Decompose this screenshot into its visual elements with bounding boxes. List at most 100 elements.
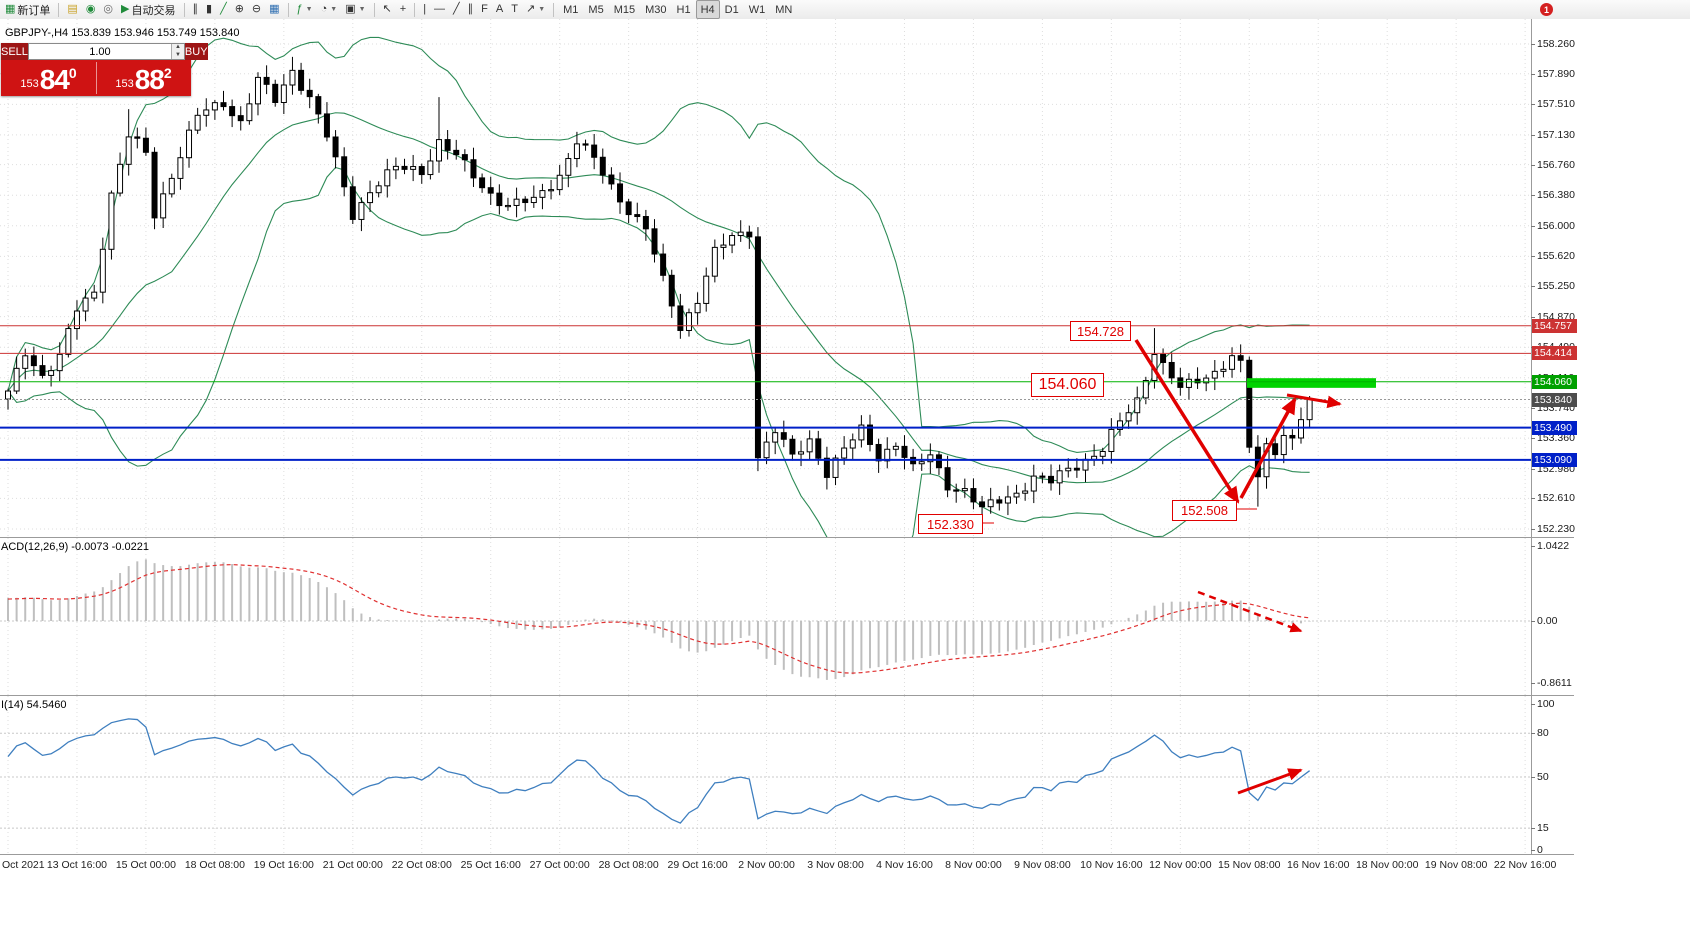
candlestick-chart-icon: ▮ bbox=[206, 3, 213, 15]
indicators-icon[interactable]: ƒ ▼ bbox=[293, 0, 317, 19]
new-order-button[interactable]: ▦ 新订单 bbox=[1, 0, 54, 19]
zoom-in-icon[interactable]: ⊕ bbox=[231, 0, 248, 19]
sell-price-figure: 153 bbox=[20, 78, 39, 90]
cursor-icon[interactable]: ↖ bbox=[379, 0, 396, 19]
price-axis-line[interactable] bbox=[1531, 19, 1532, 855]
bar-chart-icon: ∥ bbox=[192, 3, 199, 15]
market-watch-icon[interactable]: ◉ bbox=[82, 0, 100, 19]
time-axis-label: 29 Oct 16:00 bbox=[667, 859, 728, 871]
text-icon[interactable]: A bbox=[492, 0, 507, 19]
line-chart-icon[interactable]: ╱ bbox=[216, 0, 231, 19]
equidistant-channel-icon[interactable]: ∥ bbox=[464, 0, 478, 19]
volume-spinner: ▲ ▼ bbox=[170, 44, 184, 59]
price-level-badge: 154.414 bbox=[1532, 346, 1577, 361]
arrows-icon[interactable]: ↗ ▼ bbox=[522, 0, 549, 19]
rsi-panel[interactable] bbox=[0, 696, 1531, 854]
auto-trading-button[interactable]: ▶ 自动交易 bbox=[117, 0, 179, 19]
text-label-icon[interactable]: T bbox=[507, 0, 522, 19]
time-axis-label: 12 Nov 00:00 bbox=[1149, 859, 1212, 871]
timeframe-m1-button[interactable]: M1 bbox=[563, 3, 579, 16]
timeframe-h1-button[interactable]: H1 bbox=[676, 3, 691, 16]
chart-area[interactable]: GBPJPY-,H4 153.839 153.946 153.749 153.8… bbox=[0, 19, 1690, 941]
tile-windows-icon: ▦ bbox=[269, 3, 280, 15]
toolbar-separator bbox=[373, 2, 375, 17]
price-tick-label: 152.230 bbox=[1537, 523, 1575, 535]
market-watch-icon: ◉ bbox=[85, 3, 96, 15]
rsi-tick-label: 15 bbox=[1537, 822, 1549, 835]
timeframe-d1-button[interactable]: D1 bbox=[724, 3, 739, 16]
time-axis-label: 9 Nov 08:00 bbox=[1014, 859, 1071, 871]
timeframe-m5-button[interactable]: M5 bbox=[588, 3, 604, 16]
buy-price-figure: 153 bbox=[115, 78, 134, 90]
time-axis[interactable]: Oct 2021 13 Oct 16:00 15 Oct 00:00 18 Oct 0… bbox=[0, 855, 1574, 875]
price-row: 153 84 0 153 88 2 bbox=[1, 60, 191, 96]
highlight-zone[interactable] bbox=[1247, 378, 1376, 388]
volume-down-icon[interactable]: ▼ bbox=[174, 51, 181, 58]
macd-tick-label: 1.0422 bbox=[1537, 540, 1570, 552]
timeframe-m30-button[interactable]: M30 bbox=[645, 3, 667, 16]
volume-up-icon[interactable]: ▲ bbox=[174, 44, 181, 50]
toolbar: ▦ 新订单 ▤ ◉ ◎ ▶ 自动交易 ∥ ▮ ╱ ⊕ ⊖ ▦ ƒ ▼ ◔ ▼ ▣ ▼ ↖ + | — ╱ ∥ F A T ↗ ▼ M1 M5 M… bbox=[0, 0, 1690, 20]
buy-price[interactable]: 153 88 2 bbox=[96, 60, 191, 96]
macd-tick bbox=[1531, 546, 1535, 547]
main-chart[interactable] bbox=[0, 19, 1531, 537]
volume-field: ▲ ▼ bbox=[27, 43, 185, 60]
crosshair-icon[interactable]: + bbox=[396, 0, 410, 19]
time-axis-label: Oct 2021 bbox=[2, 859, 45, 871]
timeframe-w1-button[interactable]: W1 bbox=[748, 3, 766, 16]
templates-icon[interactable]: ▣ ▼ bbox=[341, 0, 369, 19]
cursor-icon: ↖ bbox=[382, 3, 392, 15]
vertical-line-icon[interactable]: | bbox=[419, 0, 430, 19]
timeframe-h4-button[interactable]: H4 bbox=[695, 0, 720, 19]
fibonacci-icon[interactable]: F bbox=[477, 0, 492, 19]
text-label-icon: T bbox=[511, 3, 518, 15]
timeframe-m15-button[interactable]: M15 bbox=[613, 3, 636, 16]
price-tick-label: 152.610 bbox=[1537, 492, 1575, 505]
price-tick bbox=[1531, 44, 1535, 45]
time-axis-label: 19 Nov 08:00 bbox=[1424, 859, 1488, 871]
navigator-icon[interactable]: ◎ bbox=[99, 0, 117, 19]
equidistant-channel-icon: ∥ bbox=[467, 3, 474, 15]
chart-title: GBPJPY-,H4 153.839 153.946 153.749 153.8… bbox=[5, 27, 240, 39]
tile-windows-icon[interactable]: ▦ bbox=[265, 0, 283, 19]
periods-icon: ◔ bbox=[320, 3, 328, 15]
candlestick-chart-icon[interactable]: ▮ bbox=[202, 0, 216, 19]
price-annotation[interactable]: 152.508 bbox=[1172, 500, 1237, 521]
price-annotation[interactable]: 154.728 bbox=[1070, 321, 1131, 341]
panel-separator[interactable] bbox=[0, 854, 1574, 855]
macd-grid bbox=[0, 538, 1531, 695]
trendline-icon[interactable]: ╱ bbox=[449, 0, 464, 19]
macd-panel[interactable] bbox=[0, 538, 1531, 695]
price-annotation[interactable]: 154.060 bbox=[1031, 373, 1104, 397]
macd-tick bbox=[1531, 682, 1535, 684]
horizontal-line-icon[interactable]: — bbox=[430, 0, 449, 19]
panel-separator[interactable] bbox=[0, 695, 1574, 696]
zoom-in-icon: ⊕ bbox=[234, 3, 244, 15]
order-row: SELL ▲ ▼ BUY bbox=[1, 43, 208, 60]
toolbar-separator bbox=[58, 2, 60, 17]
macd-tick bbox=[1531, 621, 1535, 622]
notification-badge[interactable]: 1 bbox=[1540, 3, 1553, 16]
toolbar-separator bbox=[287, 2, 289, 17]
rsi-tick bbox=[1531, 828, 1535, 830]
timeframe-mn-button[interactable]: MN bbox=[775, 3, 793, 16]
rsi-tick bbox=[1531, 733, 1535, 735]
time-axis-label: 16 Nov 16:00 bbox=[1287, 859, 1350, 871]
zoom-out-icon[interactable]: ⊖ bbox=[248, 0, 265, 19]
price-tick-label: 155.250 bbox=[1537, 280, 1575, 293]
sell-price[interactable]: 153 84 0 bbox=[1, 60, 96, 96]
volume-input[interactable] bbox=[28, 44, 171, 59]
periods-icon[interactable]: ◔ ▼ bbox=[317, 0, 342, 19]
price-annotation[interactable]: 152.330 bbox=[918, 514, 983, 534]
sell-button[interactable]: SELL bbox=[1, 43, 28, 60]
buy-button[interactable]: BUY bbox=[184, 43, 208, 60]
time-axis-label: 27 Oct 00:00 bbox=[529, 859, 590, 871]
profiles-icon[interactable]: ▤ bbox=[63, 0, 81, 19]
panel-separator[interactable] bbox=[0, 537, 1574, 538]
price-tick-label: 157.890 bbox=[1537, 67, 1575, 80]
toolbar-separator bbox=[553, 2, 555, 17]
price-tick bbox=[1531, 498, 1535, 500]
macd-label: ACD(12,26,9) -0.0073 -0.0221 bbox=[1, 541, 149, 553]
dropdown-caret-icon: ▼ bbox=[330, 6, 338, 13]
bar-chart-icon[interactable]: ∥ bbox=[189, 0, 203, 19]
